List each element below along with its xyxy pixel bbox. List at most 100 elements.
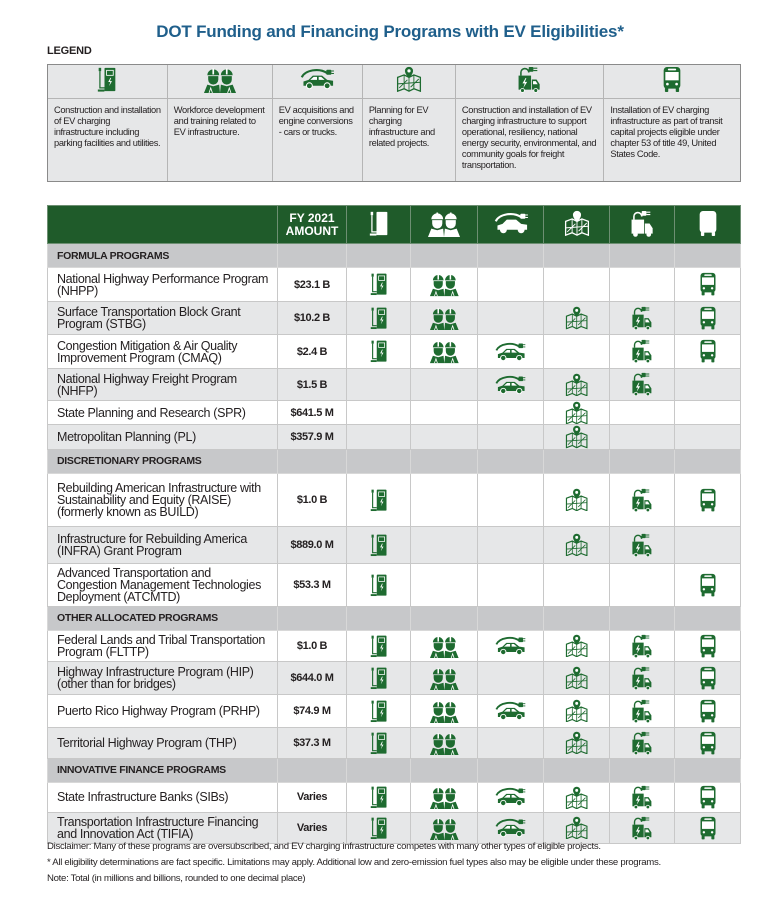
planning-map-icon	[565, 537, 588, 551]
ev-charger-icon	[370, 277, 388, 291]
eligibility-cell	[410, 629, 478, 662]
empty-cell	[410, 448, 478, 474]
program-name: Metropolitan Planning (PL)	[47, 424, 278, 450]
section-title: DISCRETIONARY PROGRAMS	[47, 448, 278, 474]
transit-bus-icon	[662, 66, 682, 98]
eligibility-cell	[543, 525, 610, 564]
eligibility-cell	[477, 693, 544, 728]
program-name: Puerto Rico Highway Program (PRHP)	[47, 693, 278, 728]
workforce-icon	[427, 226, 461, 240]
section-header-row: DISCRETIONARY PROGRAMS	[47, 448, 741, 474]
planning-map-icon	[565, 310, 588, 324]
eligibility-cell	[346, 368, 411, 401]
workforce-icon	[429, 670, 460, 684]
ev-car-icon	[493, 638, 527, 652]
ev-car-icon	[493, 703, 527, 717]
eligibility-cell	[674, 562, 741, 607]
program-name: Highway Infrastructure Program (HIP) (ot…	[47, 660, 278, 695]
ev-charger-icon	[370, 310, 388, 324]
eligibility-cell	[410, 781, 478, 813]
planning-map-icon	[565, 377, 588, 391]
eligibility-cell	[477, 525, 544, 564]
empty-cell	[609, 448, 675, 474]
eligibility-cell	[543, 726, 610, 759]
eligibility-cell	[410, 525, 478, 564]
eligibility-cell	[609, 424, 675, 450]
eligibility-cell	[543, 562, 610, 607]
eligibility-cell	[346, 399, 411, 426]
eligibility-cell	[346, 693, 411, 728]
eligibility-cell	[410, 334, 478, 369]
transit-bus-icon	[699, 492, 717, 506]
ev-charger-icon	[370, 492, 388, 506]
freight-truck-icon	[631, 638, 654, 652]
legend-item: Installation of EV charging infrastructu…	[604, 65, 741, 181]
eligibility-cell	[346, 267, 411, 302]
empty-cell	[410, 243, 478, 268]
program-amount: $1.5 B	[277, 368, 347, 401]
program-amount: Varies	[277, 811, 347, 844]
empty-cell	[674, 448, 741, 474]
table-row: Puerto Rico Highway Program (PRHP) $74.9 …	[47, 693, 741, 728]
program-amount: $10.2 B	[277, 301, 347, 335]
program-name: National Highway Freight Program (NHFP)	[47, 368, 278, 401]
program-name: Congestion Mitigation & Air Quality Impr…	[47, 334, 278, 369]
workforce-icon	[429, 638, 460, 652]
eligibility-cell	[609, 301, 675, 335]
eligibility-cell	[543, 424, 610, 450]
program-name: Federal Lands and Tribal Transportation …	[47, 629, 278, 662]
table-row: Advanced Transportation and Congestion M…	[47, 562, 741, 607]
eligibility-cell	[543, 399, 610, 426]
transit-bus-icon	[699, 638, 717, 652]
eligibility-cell	[477, 334, 544, 369]
table-row: Rebuilding American Infrastructure with …	[47, 472, 741, 527]
eligibility-cell	[609, 562, 675, 607]
eligibility-cell	[674, 368, 741, 401]
legend-label: LEGEND	[47, 45, 92, 57]
eligibility-cell	[674, 726, 741, 759]
program-name: National Highway Performance Program (NH…	[47, 267, 278, 302]
transit-bus-icon	[698, 226, 718, 240]
program-column-header	[47, 205, 278, 244]
ev-charger-icon	[370, 790, 388, 804]
transit-bus-icon	[699, 310, 717, 324]
empty-cell	[674, 605, 741, 631]
program-name: Rebuilding American Infrastructure with …	[47, 472, 278, 527]
legend-item-text: Construction and installation of EV char…	[54, 105, 161, 148]
ev-charger-icon	[370, 537, 388, 551]
table-row: State Planning and Research (SPR) $641.5 …	[47, 399, 741, 426]
total-note: Note: Total (in millions and billions, r…	[47, 873, 306, 884]
eligibility-cell	[543, 660, 610, 695]
ev-charger-icon	[370, 638, 388, 652]
eligibility-cell	[477, 399, 544, 426]
legend-item: Workforce development and training relat…	[167, 65, 273, 181]
eligibility-cell	[410, 399, 478, 426]
eligibility-cell	[609, 267, 675, 302]
eligibility-cell	[674, 399, 741, 426]
ev-car-icon	[493, 790, 527, 804]
section-header-row: OTHER ALLOCATED PROGRAMS	[47, 605, 741, 631]
planning-map-icon	[565, 820, 588, 834]
legend-item-text: Planning for EV charging infrastructure …	[368, 105, 435, 148]
amount-column-header: FY 2021 AMOUNT	[277, 205, 347, 244]
program-amount: $644.0 M	[277, 660, 347, 695]
empty-cell	[410, 605, 478, 631]
eligibility-cell	[410, 267, 478, 302]
empty-cell	[277, 605, 347, 631]
eligibility-cell	[609, 629, 675, 662]
table-row: National Highway Freight Program (NHFP) $…	[47, 368, 741, 401]
legend-item: Construction and installation of EV char…	[48, 65, 168, 181]
eligibility-cell	[346, 424, 411, 450]
ev-car-icon	[298, 68, 336, 95]
planning-map-icon	[565, 638, 588, 652]
ev-charger-icon	[369, 226, 389, 240]
table-row: Territorial Highway Program (THP) $37.3 M	[47, 726, 741, 759]
program-amount: $2.4 B	[277, 334, 347, 369]
empty-cell	[543, 605, 610, 631]
empty-cell	[346, 243, 411, 268]
empty-cell	[346, 757, 411, 783]
eligibility-cell	[346, 781, 411, 813]
eligibility-cell	[346, 525, 411, 564]
ev-charger-icon	[370, 670, 388, 684]
workforce-icon	[429, 735, 460, 749]
